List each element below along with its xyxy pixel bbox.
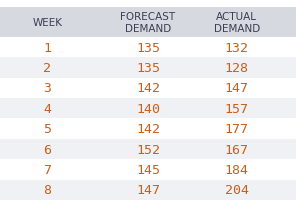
Text: 1: 1 <box>43 41 52 54</box>
Text: FORECAST
DEMAND: FORECAST DEMAND <box>120 12 176 34</box>
Bar <box>0 58 296 78</box>
Text: WEEK: WEEK <box>32 18 62 28</box>
Text: ACTUAL
DEMAND: ACTUAL DEMAND <box>214 12 260 34</box>
Text: 184: 184 <box>225 163 249 176</box>
Bar <box>0 119 296 139</box>
Text: 167: 167 <box>225 143 249 156</box>
Text: 4: 4 <box>43 102 52 115</box>
Bar <box>0 0 296 8</box>
Text: 7: 7 <box>43 163 52 176</box>
Bar <box>0 99 296 119</box>
Text: 128: 128 <box>225 62 249 75</box>
Text: 132: 132 <box>225 41 249 54</box>
Text: 145: 145 <box>136 163 160 176</box>
Text: 135: 135 <box>136 62 160 75</box>
Text: 8: 8 <box>43 183 52 196</box>
Text: 152: 152 <box>136 143 160 156</box>
Text: 5: 5 <box>43 123 52 135</box>
Text: 147: 147 <box>225 82 249 95</box>
Text: 140: 140 <box>136 102 160 115</box>
Text: 147: 147 <box>136 183 160 196</box>
Bar <box>0 78 296 99</box>
Bar <box>0 159 296 180</box>
Text: 2: 2 <box>43 62 52 75</box>
Text: 142: 142 <box>136 123 160 135</box>
Text: 142: 142 <box>136 82 160 95</box>
Text: 3: 3 <box>43 82 52 95</box>
Text: 177: 177 <box>225 123 249 135</box>
Text: 157: 157 <box>225 102 249 115</box>
Bar <box>0 8 296 38</box>
Text: 204: 204 <box>225 183 249 196</box>
Bar <box>0 180 296 200</box>
Bar <box>0 139 296 159</box>
Bar <box>0 38 296 58</box>
Text: 135: 135 <box>136 41 160 54</box>
Text: 6: 6 <box>43 143 52 156</box>
